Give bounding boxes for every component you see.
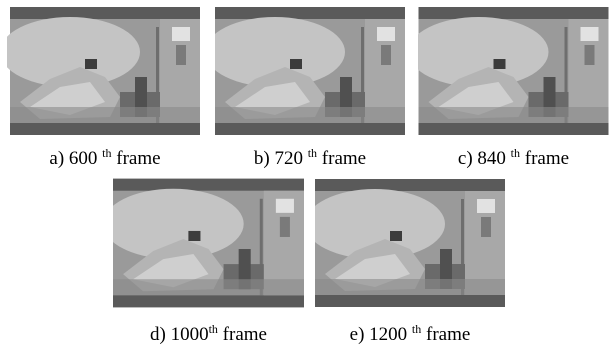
video-frame bbox=[7, 7, 203, 135]
caption-label: c) 840 bbox=[458, 148, 506, 169]
video-frame bbox=[418, 7, 609, 135]
caption-sup: th bbox=[412, 322, 421, 336]
caption: b) 720 th frame bbox=[215, 146, 405, 170]
caption-sup: th bbox=[308, 146, 317, 160]
caption-sup: th bbox=[102, 146, 111, 160]
caption: d) 1000th frame bbox=[113, 322, 304, 346]
video-frame bbox=[315, 178, 505, 308]
caption: a) 600 th frame bbox=[7, 146, 203, 170]
figure: a) 600 th frame b) 720 th frame c) 840 t… bbox=[0, 0, 611, 354]
caption-text: frame bbox=[223, 324, 267, 345]
caption-label: d) 1000 bbox=[150, 324, 209, 345]
caption-text: frame bbox=[426, 324, 470, 345]
caption: e) 1200 th frame bbox=[315, 322, 505, 346]
caption-label: e) 1200 bbox=[350, 324, 408, 345]
caption-sup: th bbox=[511, 146, 520, 160]
caption-text: frame bbox=[322, 148, 366, 169]
caption-text: frame bbox=[525, 148, 569, 169]
caption: c) 840 th frame bbox=[418, 146, 609, 170]
video-frame bbox=[215, 7, 405, 135]
caption-label: b) 720 bbox=[254, 148, 303, 169]
video-frame bbox=[113, 178, 304, 308]
caption-label: a) 600 bbox=[49, 148, 97, 169]
caption-sup: th bbox=[209, 322, 218, 336]
caption-text: frame bbox=[116, 148, 160, 169]
